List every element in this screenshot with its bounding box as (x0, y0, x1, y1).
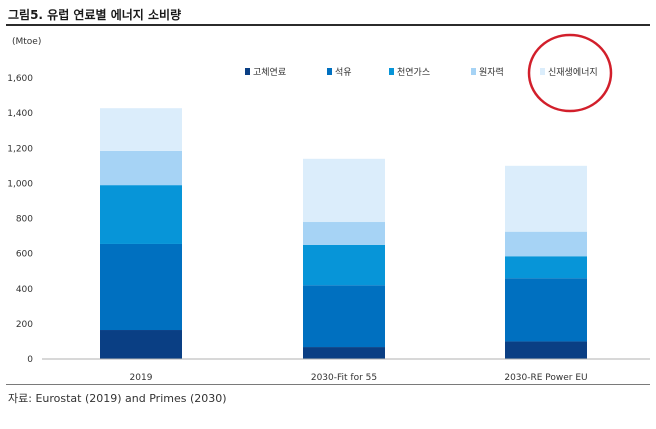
y-tick-label: 1,400 (7, 109, 33, 119)
bar-segment-3-3 (505, 256, 587, 279)
legend-swatch (245, 68, 250, 75)
legend-label: 신재생에너지 (548, 67, 598, 78)
title-divider (6, 24, 650, 26)
y-tick-label: 800 (16, 215, 33, 225)
bar-segment-3-5 (505, 165, 587, 232)
footer-divider (6, 384, 650, 385)
legend-label: 고체연료 (253, 67, 286, 78)
y-tick-label: 200 (16, 320, 33, 330)
legend: 고체연료 석유 천연가스 원자력 신재생에너지 (245, 66, 598, 78)
y-tick-label: 1,000 (7, 179, 33, 189)
legend-label: 천연가스 (397, 67, 430, 78)
bar-segment-1-1 (100, 330, 182, 359)
bar-segment-2-1 (303, 347, 385, 359)
x-tick-label: 2030-RE Power EU (504, 373, 587, 383)
bar-segment-1-3 (100, 185, 182, 244)
x-tick-label: 2019 (130, 373, 153, 383)
y-tick-label: 1,200 (7, 144, 33, 154)
bar-segment-3-2 (505, 278, 587, 342)
y-tick-label: 1,600 (7, 74, 33, 84)
bar-segment-2-4 (303, 222, 385, 245)
bar-segment-1-4 (100, 150, 182, 186)
x-axis-labels: 2019 2030-Fit for 55 2030-RE Power EU (130, 373, 588, 383)
x-tick-label: 2030-Fit for 55 (311, 373, 377, 383)
legend-swatch (389, 68, 394, 75)
bar-segment-1-5 (100, 108, 182, 151)
bar-segment-3-1 (505, 341, 587, 359)
legend-swatch (471, 68, 476, 75)
bars (100, 108, 587, 359)
bar-segment-2-2 (303, 285, 385, 348)
y-axis-unit-label: (Mtoe) (12, 37, 41, 47)
stacked-bar-chart: (Mtoe) 0 200 400 600 800 1,000 1,200 1,400 1,600… (7, 33, 650, 383)
y-tick-label: 400 (16, 285, 33, 295)
bar-segment-1-2 (100, 243, 182, 331)
y-tick-label: 0 (27, 355, 33, 365)
source-note: 자료: Eurostat (2019) and Primes (2030) (8, 392, 227, 405)
figure-title: 그림5. 유럽 연료별 에너지 소비량 (8, 8, 182, 22)
legend-label: 석유 (335, 67, 352, 78)
legend-swatch (540, 68, 545, 75)
y-tick-label: 600 (16, 250, 33, 260)
legend-highlight-circle (527, 33, 613, 113)
y-axis: 0 200 400 600 800 1,000 1,200 1,400 1,600 (7, 74, 33, 365)
bar-segment-2-3 (303, 244, 385, 286)
bar-segment-2-5 (303, 158, 385, 223)
legend-swatch (327, 68, 332, 75)
legend-label: 원자력 (479, 66, 504, 78)
bar-segment-3-4 (505, 231, 587, 257)
